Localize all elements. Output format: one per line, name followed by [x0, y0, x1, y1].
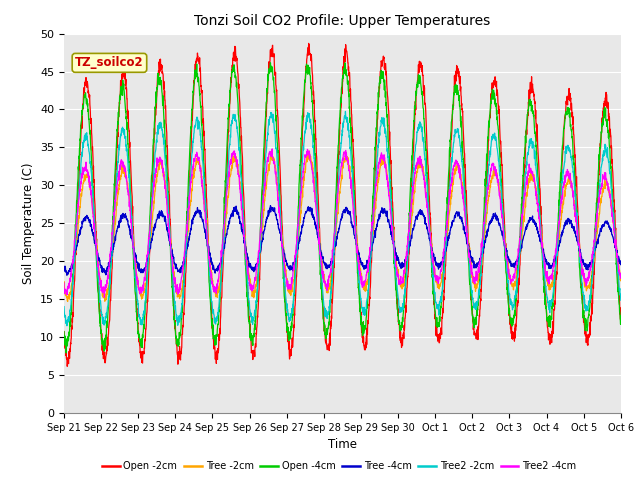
Legend: Open -2cm, Tree -2cm, Open -4cm, Tree -4cm, Tree2 -2cm, Tree2 -4cm: Open -2cm, Tree -2cm, Open -4cm, Tree -4… — [98, 457, 580, 475]
Title: Tonzi Soil CO2 Profile: Upper Temperatures: Tonzi Soil CO2 Profile: Upper Temperatur… — [195, 14, 490, 28]
Y-axis label: Soil Temperature (C): Soil Temperature (C) — [22, 162, 35, 284]
X-axis label: Time: Time — [328, 438, 357, 451]
Text: TZ_soilco2: TZ_soilco2 — [75, 56, 144, 69]
